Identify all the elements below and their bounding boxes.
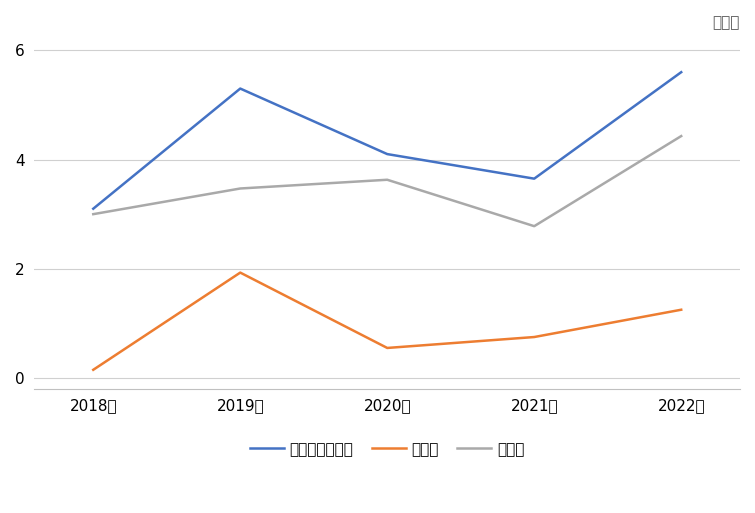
农产品贸易总额 <box>530 175 539 182</box>
农产品贸易总额 <box>89 206 98 212</box>
农产品贸易总额 <box>236 86 245 92</box>
出口额 <box>383 176 392 183</box>
出口额 <box>530 223 539 229</box>
进口额 <box>383 345 392 351</box>
进口额 <box>530 334 539 340</box>
进口额 <box>89 367 98 373</box>
出口额 <box>236 185 245 191</box>
进口额 <box>676 307 686 313</box>
农产品贸易总额 <box>383 151 392 157</box>
Text: 亿美元: 亿美元 <box>713 15 740 30</box>
Line: 农产品贸易总额: 农产品贸易总额 <box>94 72 681 209</box>
农产品贸易总额 <box>676 69 686 75</box>
出口额 <box>676 133 686 139</box>
Line: 进口额: 进口额 <box>94 272 681 370</box>
出口额 <box>89 211 98 217</box>
Line: 出口额: 出口额 <box>94 136 681 226</box>
进口额 <box>236 269 245 275</box>
Legend: 农产品贸易总额, 进口额, 出口额: 农产品贸易总额, 进口额, 出口额 <box>244 436 531 463</box>
